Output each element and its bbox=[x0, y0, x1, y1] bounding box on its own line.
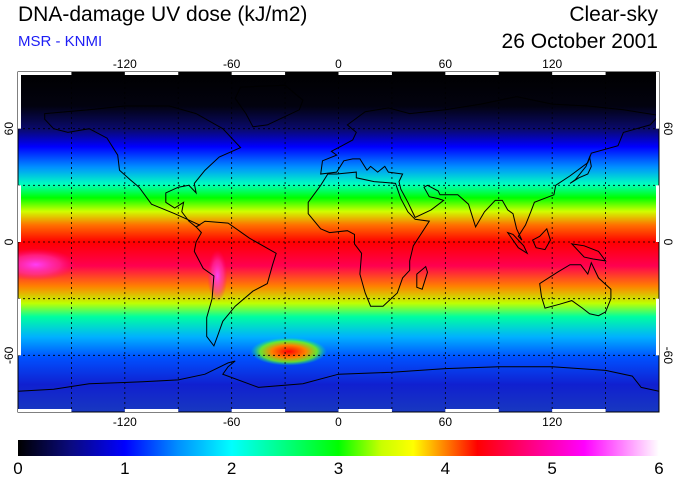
colorbar-tick-label: 5 bbox=[547, 459, 556, 478]
lat-tick-label-left: -60 bbox=[2, 346, 16, 364]
frame-tick-left bbox=[18, 298, 21, 356]
coastline-sumatra bbox=[506, 231, 529, 255]
frame-tick-bottom bbox=[18, 409, 72, 412]
coastline-japan bbox=[569, 155, 592, 184]
andes-uv-maximum bbox=[207, 250, 228, 302]
frame-tick-right bbox=[656, 298, 659, 356]
coastline-eurasia bbox=[320, 96, 659, 241]
frame-tick-right bbox=[656, 72, 659, 129]
date-label: 26 October 2001 bbox=[501, 30, 658, 53]
source-label: MSR - KNMI bbox=[18, 33, 103, 50]
map-title: DNA-damage UV dose (kJ/m2) bbox=[18, 3, 308, 26]
frame-tick-top bbox=[445, 72, 499, 75]
frame-tick-left bbox=[18, 72, 21, 129]
colorbar-tick-label: 0 bbox=[13, 459, 22, 478]
frame-tick-top bbox=[231, 72, 286, 75]
lat-tick-label-left: 60 bbox=[2, 122, 16, 136]
frame-tick-top bbox=[18, 72, 72, 75]
frame-tick-bottom bbox=[231, 409, 286, 412]
colorbar-tick-label: 1 bbox=[120, 459, 129, 478]
lon-tick-label-bottom: -60 bbox=[223, 415, 241, 429]
lon-tick-label-top: 0 bbox=[335, 57, 342, 71]
coastline-new-guinea bbox=[570, 243, 607, 262]
coastline-antarctica bbox=[18, 360, 659, 392]
colorbar-ramp bbox=[18, 440, 659, 456]
colorbar-tick-label: 2 bbox=[227, 459, 236, 478]
lat-tick-label-left: 0 bbox=[2, 238, 16, 245]
lat-tick-label-right: 0 bbox=[661, 239, 675, 246]
frame-tick-top bbox=[552, 72, 606, 75]
ozone-hole-feature bbox=[250, 337, 327, 366]
lat-tick-label-right: 60 bbox=[661, 122, 675, 136]
coastline-australia bbox=[539, 261, 612, 317]
frame-tick-right bbox=[656, 185, 659, 242]
frame-tick-left bbox=[18, 185, 21, 242]
uv-field bbox=[18, 72, 659, 412]
lon-tick-label-top: 60 bbox=[439, 57, 453, 71]
frame-tick-top bbox=[124, 72, 179, 75]
lon-tick-label-bottom: 0 bbox=[335, 415, 342, 429]
colorbar-tick-label: 3 bbox=[334, 459, 343, 478]
frame-tick-bottom bbox=[124, 409, 179, 412]
axis-ticks bbox=[18, 72, 659, 412]
frame-tick-bottom bbox=[445, 409, 499, 412]
frame-tick-bottom bbox=[338, 409, 392, 412]
coastline-borneo bbox=[531, 227, 551, 251]
coastline-madagascar bbox=[416, 265, 429, 290]
lon-tick-label-top: 120 bbox=[542, 57, 562, 71]
lon-tick-label-top: -60 bbox=[223, 57, 241, 71]
lon-tick-label-bottom: -120 bbox=[113, 415, 137, 429]
colorbar: 0 1 2 3 4 5 6 bbox=[13, 440, 664, 478]
coastline-south-america bbox=[193, 220, 277, 347]
lat-tick-label-right: -60 bbox=[661, 347, 675, 365]
coastlines bbox=[18, 84, 659, 392]
frame-tick-bottom bbox=[552, 409, 606, 412]
graticule bbox=[18, 72, 659, 412]
sky-condition-label: Clear-sky bbox=[569, 3, 658, 26]
coastline-africa bbox=[307, 171, 431, 307]
lon-tick-label-bottom: 120 bbox=[542, 415, 562, 429]
frame-tick-top bbox=[338, 72, 392, 75]
axis-labels: -120 -120 -60 -60 0 0 60 60 120 120 60 60 0 0 -60 -60 bbox=[2, 57, 675, 429]
coastline-greenland bbox=[234, 84, 304, 128]
colorbar-tick-label: 6 bbox=[654, 459, 663, 478]
pacific-uv-maximum bbox=[18, 248, 76, 281]
lon-tick-label-bottom: 60 bbox=[439, 415, 453, 429]
lon-tick-label-top: -120 bbox=[113, 57, 137, 71]
colorbar-tick-label: 4 bbox=[441, 459, 450, 478]
